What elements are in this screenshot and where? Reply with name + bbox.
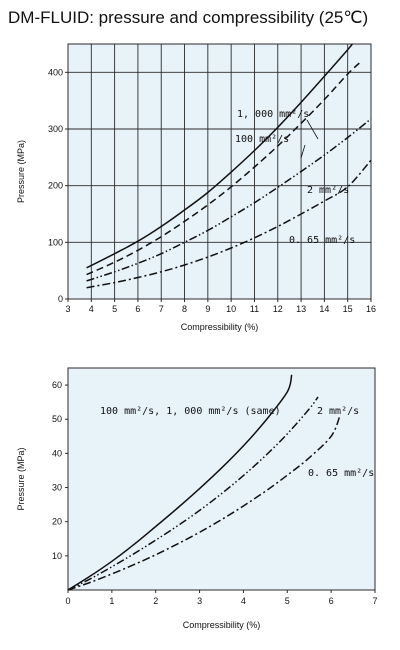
- y-tick-label: 400: [48, 67, 63, 77]
- series-label-1: 100 mm²/s, 1, 000 mm²/s (same): [100, 406, 281, 417]
- x-tick-label: 12: [273, 304, 283, 314]
- x-tick-label: 6: [329, 596, 334, 606]
- y-tick-label: 100: [48, 237, 63, 247]
- y-tick-label: 300: [48, 124, 63, 134]
- x-tick-label: 7: [372, 596, 377, 606]
- series-label-1: 1, 000 mm²/s: [237, 109, 309, 120]
- series-label-3: 2 mm²/s: [307, 185, 349, 196]
- y-tick-label: 20: [52, 517, 62, 527]
- plot-frame: [67, 43, 372, 300]
- x-tick-label: 4: [89, 304, 94, 314]
- x-tick-label: 14: [319, 304, 329, 314]
- x-tick-label: 3: [197, 596, 202, 606]
- y-axis-label: Pressure (MPa): [16, 140, 26, 203]
- chart-1: 3 4 5 6 7 8 9 10 11 12 13 14 15 16 0 100 200 300 400 Compre…: [16, 43, 376, 332]
- y-tick-label: 60: [52, 380, 62, 390]
- plot-frame: [67, 367, 376, 591]
- x-tick-label: 8: [182, 304, 187, 314]
- series-line-1: [67, 374, 293, 591]
- x-tick-label: 1: [109, 596, 114, 606]
- y-tick-label: 10: [52, 551, 62, 561]
- x-tick-label: 11: [250, 304, 259, 314]
- y-tick-label: 40: [52, 448, 62, 458]
- series-line-2: [86, 60, 363, 276]
- series-line-4: [86, 159, 372, 289]
- series-line-3: [67, 415, 341, 591]
- series-label-4: 0. 65 mm²/s: [289, 235, 355, 246]
- x-tick-label: 9: [205, 304, 210, 314]
- page-title: DM-FLUID: pressure and compressibility (…: [8, 8, 369, 27]
- x-tick-label: 0: [65, 596, 70, 606]
- series-label-3: 0. 65 mm²/s: [308, 468, 374, 479]
- x-tick-label: 3: [65, 304, 70, 314]
- plot-area: [68, 44, 371, 299]
- x-tick-label: 6: [135, 304, 140, 314]
- x-tick-label: 10: [226, 304, 236, 314]
- x-axis-label: Compressibility (%): [183, 620, 261, 630]
- x-tick-label: 7: [159, 304, 164, 314]
- series-line-2: [67, 396, 319, 591]
- series-label-2: 100 mm²/s: [235, 134, 289, 145]
- x-tick-label: 4: [241, 596, 246, 606]
- series-label-2: 2 mm²/s: [317, 406, 359, 417]
- x-tick-label: 13: [296, 304, 306, 314]
- x-tick-label: 15: [343, 304, 353, 314]
- y-tick-label: 50: [52, 414, 62, 424]
- series-leader-1: [306, 119, 319, 140]
- y-tick-label: 30: [52, 483, 62, 493]
- series-line-1: [86, 43, 353, 269]
- chart-2: 0 1 2 3 4 5 6 7 10 20 30 40 50 60 Compressibility (%) P…: [16, 367, 378, 630]
- x-tick-label: 16: [366, 304, 376, 314]
- plot-area: [68, 368, 375, 590]
- x-tick-label: 5: [285, 596, 290, 606]
- series-leader-2: [300, 144, 306, 159]
- y-tick-label: 200: [48, 181, 63, 191]
- x-axis-label: Compressibility (%): [181, 322, 259, 332]
- x-tick-label: 5: [112, 304, 117, 314]
- series-line-3: [86, 118, 372, 282]
- x-tick-label: 2: [153, 596, 158, 606]
- y-axis-label: Pressure (MPa): [16, 447, 26, 510]
- y-tick-label: 0: [58, 294, 63, 304]
